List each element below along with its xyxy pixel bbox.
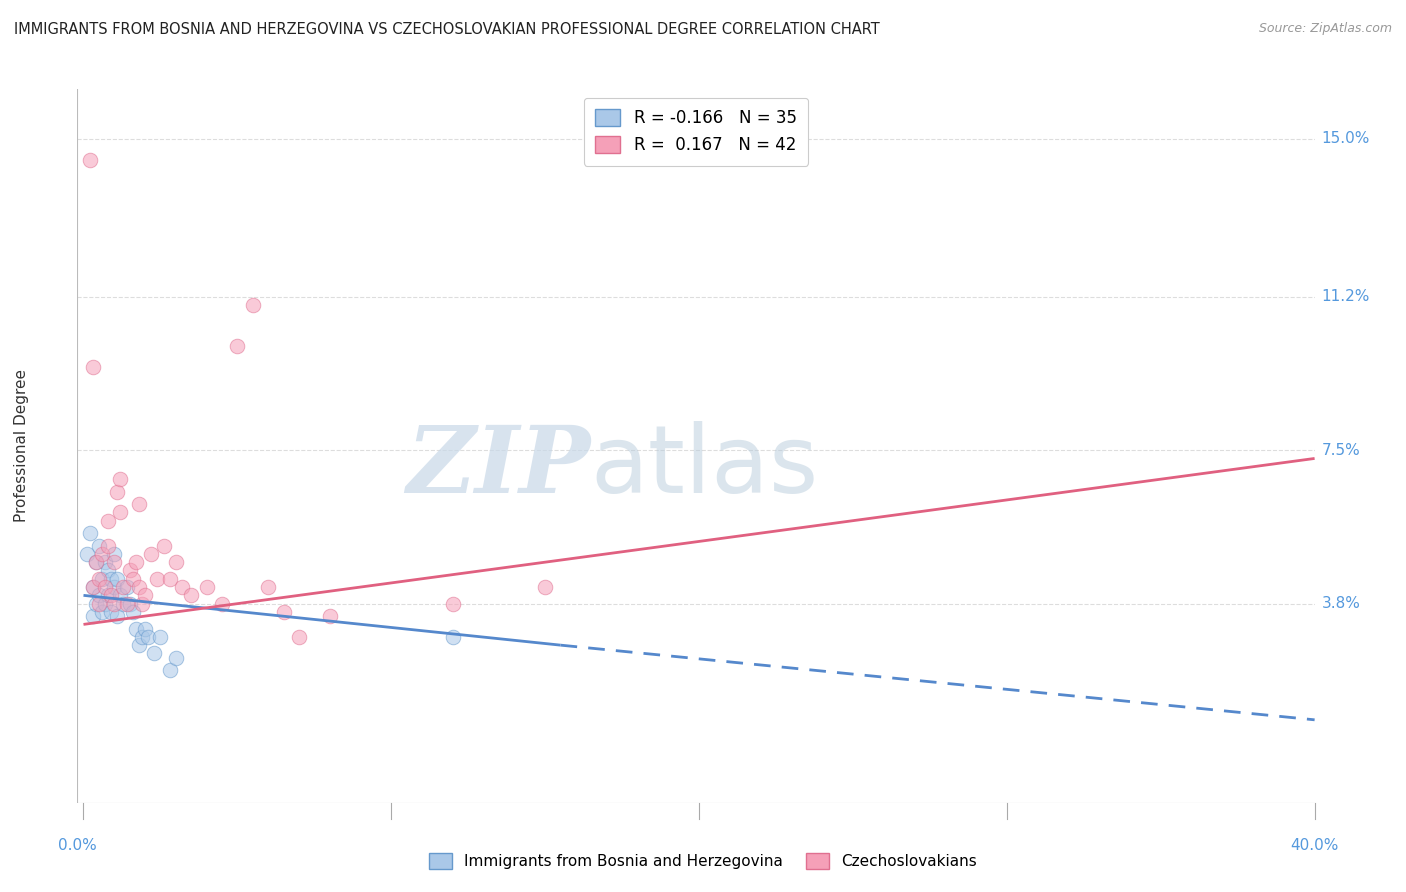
Point [121,572,143,586]
Point [288,630,311,644]
Point [87,588,110,602]
Point [257,580,280,594]
Point [105,484,128,499]
Point [87,597,110,611]
Point [79,526,101,541]
Point [159,663,181,677]
Point [165,555,187,569]
Point [84,597,107,611]
Point [103,597,125,611]
Text: 0.0%: 0.0% [58,838,97,854]
Point [149,630,172,644]
Point [131,630,153,644]
Point [141,547,163,561]
Text: 15.0%: 15.0% [1322,131,1369,146]
Text: atlas: atlas [591,421,820,514]
Point [84,555,107,569]
Point [97,564,120,578]
Point [103,580,125,594]
Point [121,605,143,619]
Point [76,547,98,561]
Point [136,630,159,644]
Point [115,580,138,594]
Point [100,605,122,619]
Point [128,580,150,594]
Point [82,360,104,375]
Text: 7.5%: 7.5% [1322,442,1361,458]
Point [82,580,104,594]
Point [170,580,193,594]
Text: IMMIGRANTS FROM BOSNIA AND HERZEGOVINA VS CZECHOSLOVAKIAN PROFESSIONAL DEGREE CO: IMMIGRANTS FROM BOSNIA AND HERZEGOVINA V… [14,22,880,37]
Point [103,547,125,561]
Point [152,539,174,553]
Point [165,650,187,665]
Point [97,514,120,528]
Point [82,609,104,624]
Point [112,580,135,594]
Point [118,564,141,578]
Point [143,647,166,661]
Text: 3.8%: 3.8% [1322,596,1361,611]
Legend: Immigrants from Bosnia and Herzegovina, Czechoslovakians: Immigrants from Bosnia and Herzegovina, … [423,847,983,875]
Point [226,339,249,353]
Point [242,298,264,312]
Point [441,597,464,611]
Point [94,580,117,594]
Point [94,555,117,569]
Point [110,588,132,602]
Point [128,638,150,652]
Point [319,609,342,624]
Point [131,597,153,611]
Point [94,597,117,611]
Point [180,588,202,602]
Point [211,597,233,611]
Point [103,555,125,569]
Point [125,622,148,636]
Point [91,572,114,586]
Point [273,605,295,619]
Point [87,539,110,553]
Point [97,588,120,602]
Point [105,572,128,586]
Point [441,630,464,644]
Point [134,588,156,602]
Point [100,588,122,602]
Point [110,472,132,486]
Point [118,597,141,611]
Point [87,572,110,586]
Point [97,539,120,553]
Point [91,547,114,561]
Text: Source: ZipAtlas.com: Source: ZipAtlas.com [1258,22,1392,36]
Text: ZIP: ZIP [406,423,591,512]
Point [195,580,218,594]
Point [159,572,181,586]
Point [134,622,156,636]
Text: 40.0%: 40.0% [1291,838,1339,854]
Point [534,580,557,594]
Point [82,580,104,594]
Point [115,597,138,611]
Point [79,153,101,167]
Point [146,572,169,586]
Point [84,555,107,569]
Point [105,609,128,624]
Legend: R = -0.166   N = 35, R =  0.167   N = 42: R = -0.166 N = 35, R = 0.167 N = 42 [583,97,808,166]
Text: 11.2%: 11.2% [1322,289,1369,304]
Text: Professional Degree: Professional Degree [14,369,28,523]
Point [100,572,122,586]
Point [110,505,132,519]
Point [125,555,148,569]
Point [91,605,114,619]
Point [112,597,135,611]
Point [128,497,150,511]
